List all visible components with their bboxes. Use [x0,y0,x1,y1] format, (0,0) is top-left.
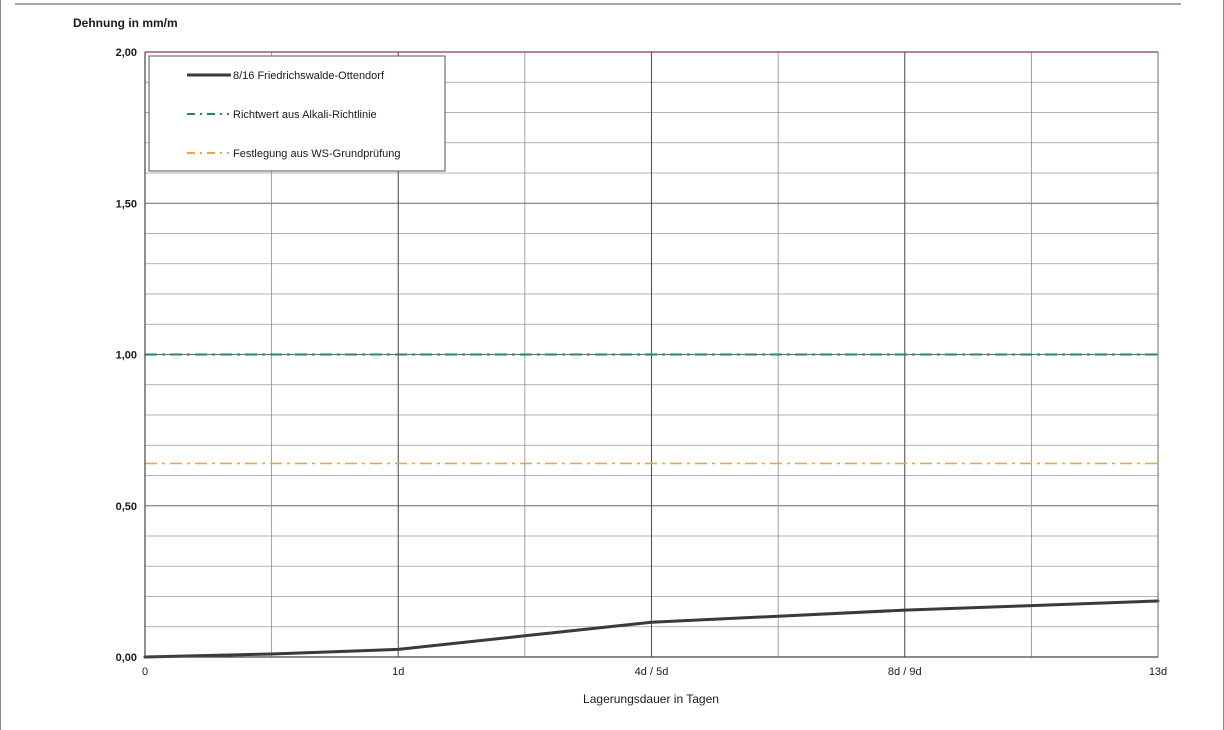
y-tick-label: 1,00 [116,350,137,362]
x-tick-label: 8d / 9d [888,666,922,678]
x-tick-label: 13d [1149,666,1167,678]
y-tick-label: 2,00 [116,47,137,59]
series-line [143,599,1160,659]
reference-lines [145,353,1158,465]
legend-label: 8/16 Friedrichswalde-Ottendorf [233,70,385,82]
legend-label: Richtwert aus Alkali-Richtlinie [233,109,377,121]
legend-label: Festlegung aus WS-Grundprüfung [233,148,401,160]
y-tick-label: 1,50 [116,198,137,210]
y-axis-title: Dehnung in mm/m [73,16,178,30]
axes [144,51,1159,658]
data-series [143,599,1160,659]
y-tick-label: 0,50 [116,501,137,513]
x-axis-title: Lagerungsdauer in Tagen [583,692,719,706]
x-tick-label: 1d [392,666,404,678]
legend: 8/16 Friedrichswalde-Ottendorf Richtwert … [148,55,446,172]
x-tick-label: 0 [142,666,148,678]
y-tick-label: 0,00 [116,652,137,664]
x-tick-label: 4d / 5d [635,666,669,678]
tick-labels: 0,00 0,50 1,00 1,50 2,00 0 1d 4d / 5d 8d / 9d 13d [116,47,1168,678]
